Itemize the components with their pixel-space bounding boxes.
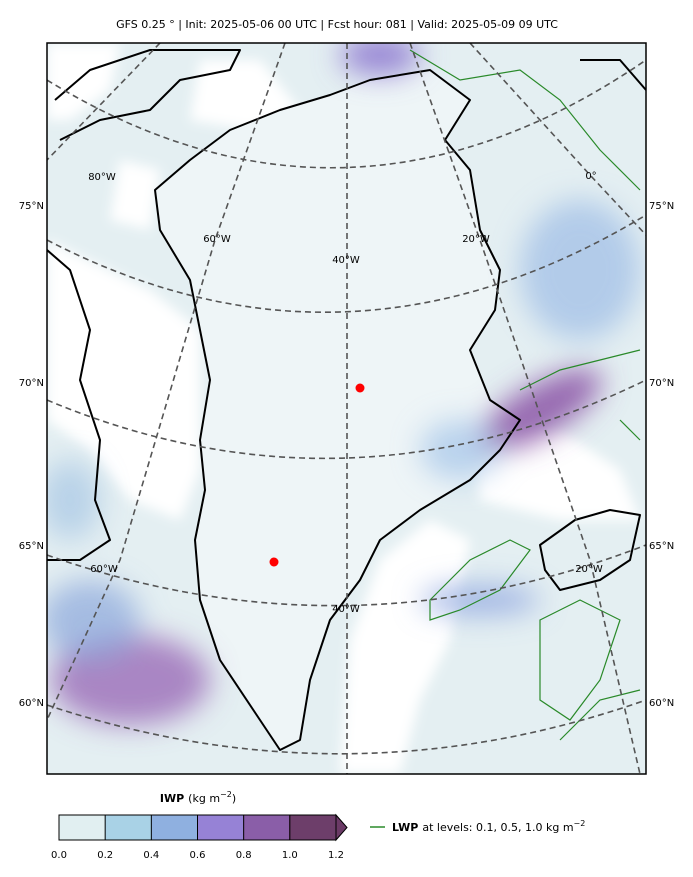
legend-exp: −2	[574, 819, 586, 828]
lon-label: 20°W	[462, 234, 490, 245]
map-labels: 75°N 70°N 65°N 60°N 75°N 70°N 65°N 60°N 80°W 0° 60…	[19, 171, 674, 709]
lat-label: 75°N	[649, 201, 674, 212]
colorbar-tick-label: 0.2	[97, 850, 113, 861]
colorbar-units-exp: −2	[220, 790, 232, 799]
legend-label: LWP	[392, 821, 418, 834]
colorbar-tick-label: 1.2	[328, 850, 344, 861]
lat-label: 60°N	[649, 698, 674, 709]
colorbar: IWP (kg m−2) 0.0 0.2 0.4 0.6 0.8 1.0 1.2	[51, 790, 348, 861]
lat-label: 70°N	[649, 378, 674, 389]
lon-label: 0°	[585, 171, 596, 182]
map-frame	[46, 42, 647, 775]
graticule	[47, 43, 646, 774]
lon-label: 60°W	[203, 234, 231, 245]
colorbar-tick-label: 0.0	[51, 850, 67, 861]
legend-entry: LWP at levels: 0.1, 0.5, 1.0 kg m−2	[392, 819, 585, 834]
colorbar-tick-label: 0.4	[143, 850, 159, 861]
lon-label: 20°W	[575, 564, 603, 575]
lat-label: 70°N	[19, 378, 44, 389]
colorbar-units: (kg m	[188, 792, 220, 805]
lat-label: 60°N	[19, 698, 44, 709]
colorbar-label: IWP	[160, 792, 184, 805]
lat-label: 65°N	[649, 541, 674, 552]
colorbar-tick-label: 0.6	[190, 850, 206, 861]
map-field	[47, 43, 646, 774]
title: GFS 0.25 ° | Init: 2025-05-06 00 UTC | F…	[116, 18, 558, 31]
colorbar-tick-label: 1.0	[282, 850, 298, 861]
lon-label: 80°W	[88, 172, 116, 183]
colorbar-units-close: )	[232, 792, 236, 805]
lon-label: 40°W	[332, 604, 360, 615]
lat-label: 65°N	[19, 541, 44, 552]
legend-text: at levels: 0.1, 0.5, 1.0 kg m	[422, 821, 573, 834]
point-marker	[269, 557, 279, 567]
point-marker	[355, 383, 365, 393]
lon-label: 60°W	[90, 564, 118, 575]
lon-label: 40°W	[332, 255, 360, 266]
colorbar-tick-label: 0.8	[236, 850, 252, 861]
legend: LWP at levels: 0.1, 0.5, 1.0 kg m−2	[370, 819, 585, 834]
colorbar-title: IWP (kg m−2)	[160, 790, 236, 805]
lat-label: 75°N	[19, 201, 44, 212]
